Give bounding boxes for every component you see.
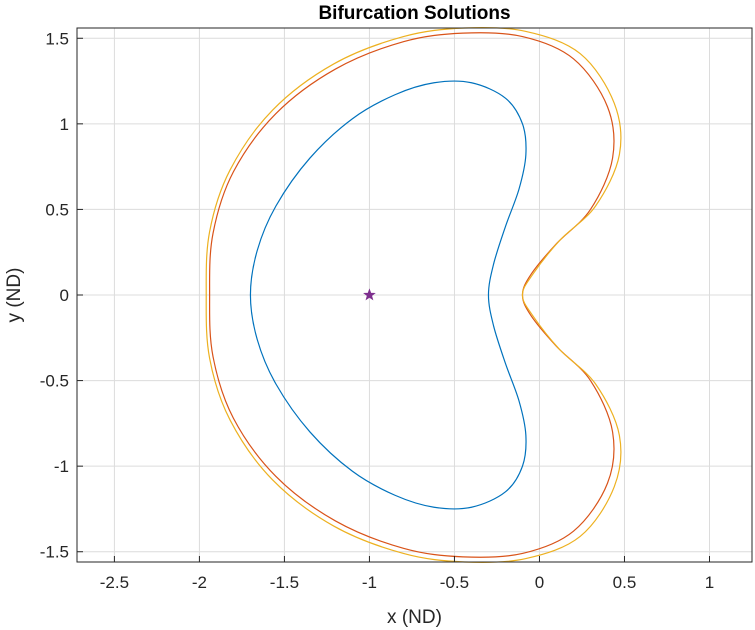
y-axis-label: y (ND) bbox=[4, 268, 25, 323]
y-tick-label: -1 bbox=[54, 457, 69, 476]
y-tick-label: -0.5 bbox=[40, 372, 69, 391]
x-tick-label: -2.5 bbox=[100, 573, 129, 592]
y-tick-label: -1.5 bbox=[40, 543, 69, 562]
series-line-1 bbox=[249, 80, 527, 510]
x-tick-label: -2 bbox=[192, 573, 207, 592]
grid bbox=[77, 28, 752, 562]
x-axis-label: x (ND) bbox=[387, 607, 442, 628]
ticks: -2.5 -2 -1.5 -1 -0.5 0 0.5 1 -1.5 -1 -0.5 0 0.5 1 1.5 bbox=[40, 29, 715, 592]
x-tick-label: -1 bbox=[362, 573, 377, 592]
x-tick-label: 0.5 bbox=[613, 573, 637, 592]
marker-group bbox=[363, 288, 376, 301]
x-tick-label: -1.5 bbox=[270, 573, 299, 592]
y-tick-label: 0 bbox=[60, 286, 69, 305]
star-marker bbox=[363, 288, 376, 301]
x-tick-label: -0.5 bbox=[440, 573, 469, 592]
y-tick-label: 0.5 bbox=[45, 200, 69, 219]
series-group bbox=[205, 26, 622, 564]
series-line-3 bbox=[205, 26, 622, 564]
chart-title: Bifurcation Solutions bbox=[318, 3, 510, 24]
y-tick-label: 1.5 bbox=[45, 29, 69, 48]
x-tick-label: 1 bbox=[705, 573, 714, 592]
y-tick-label: 1 bbox=[60, 115, 69, 134]
x-tick-label: 0 bbox=[535, 573, 544, 592]
series-line-2 bbox=[208, 32, 615, 558]
